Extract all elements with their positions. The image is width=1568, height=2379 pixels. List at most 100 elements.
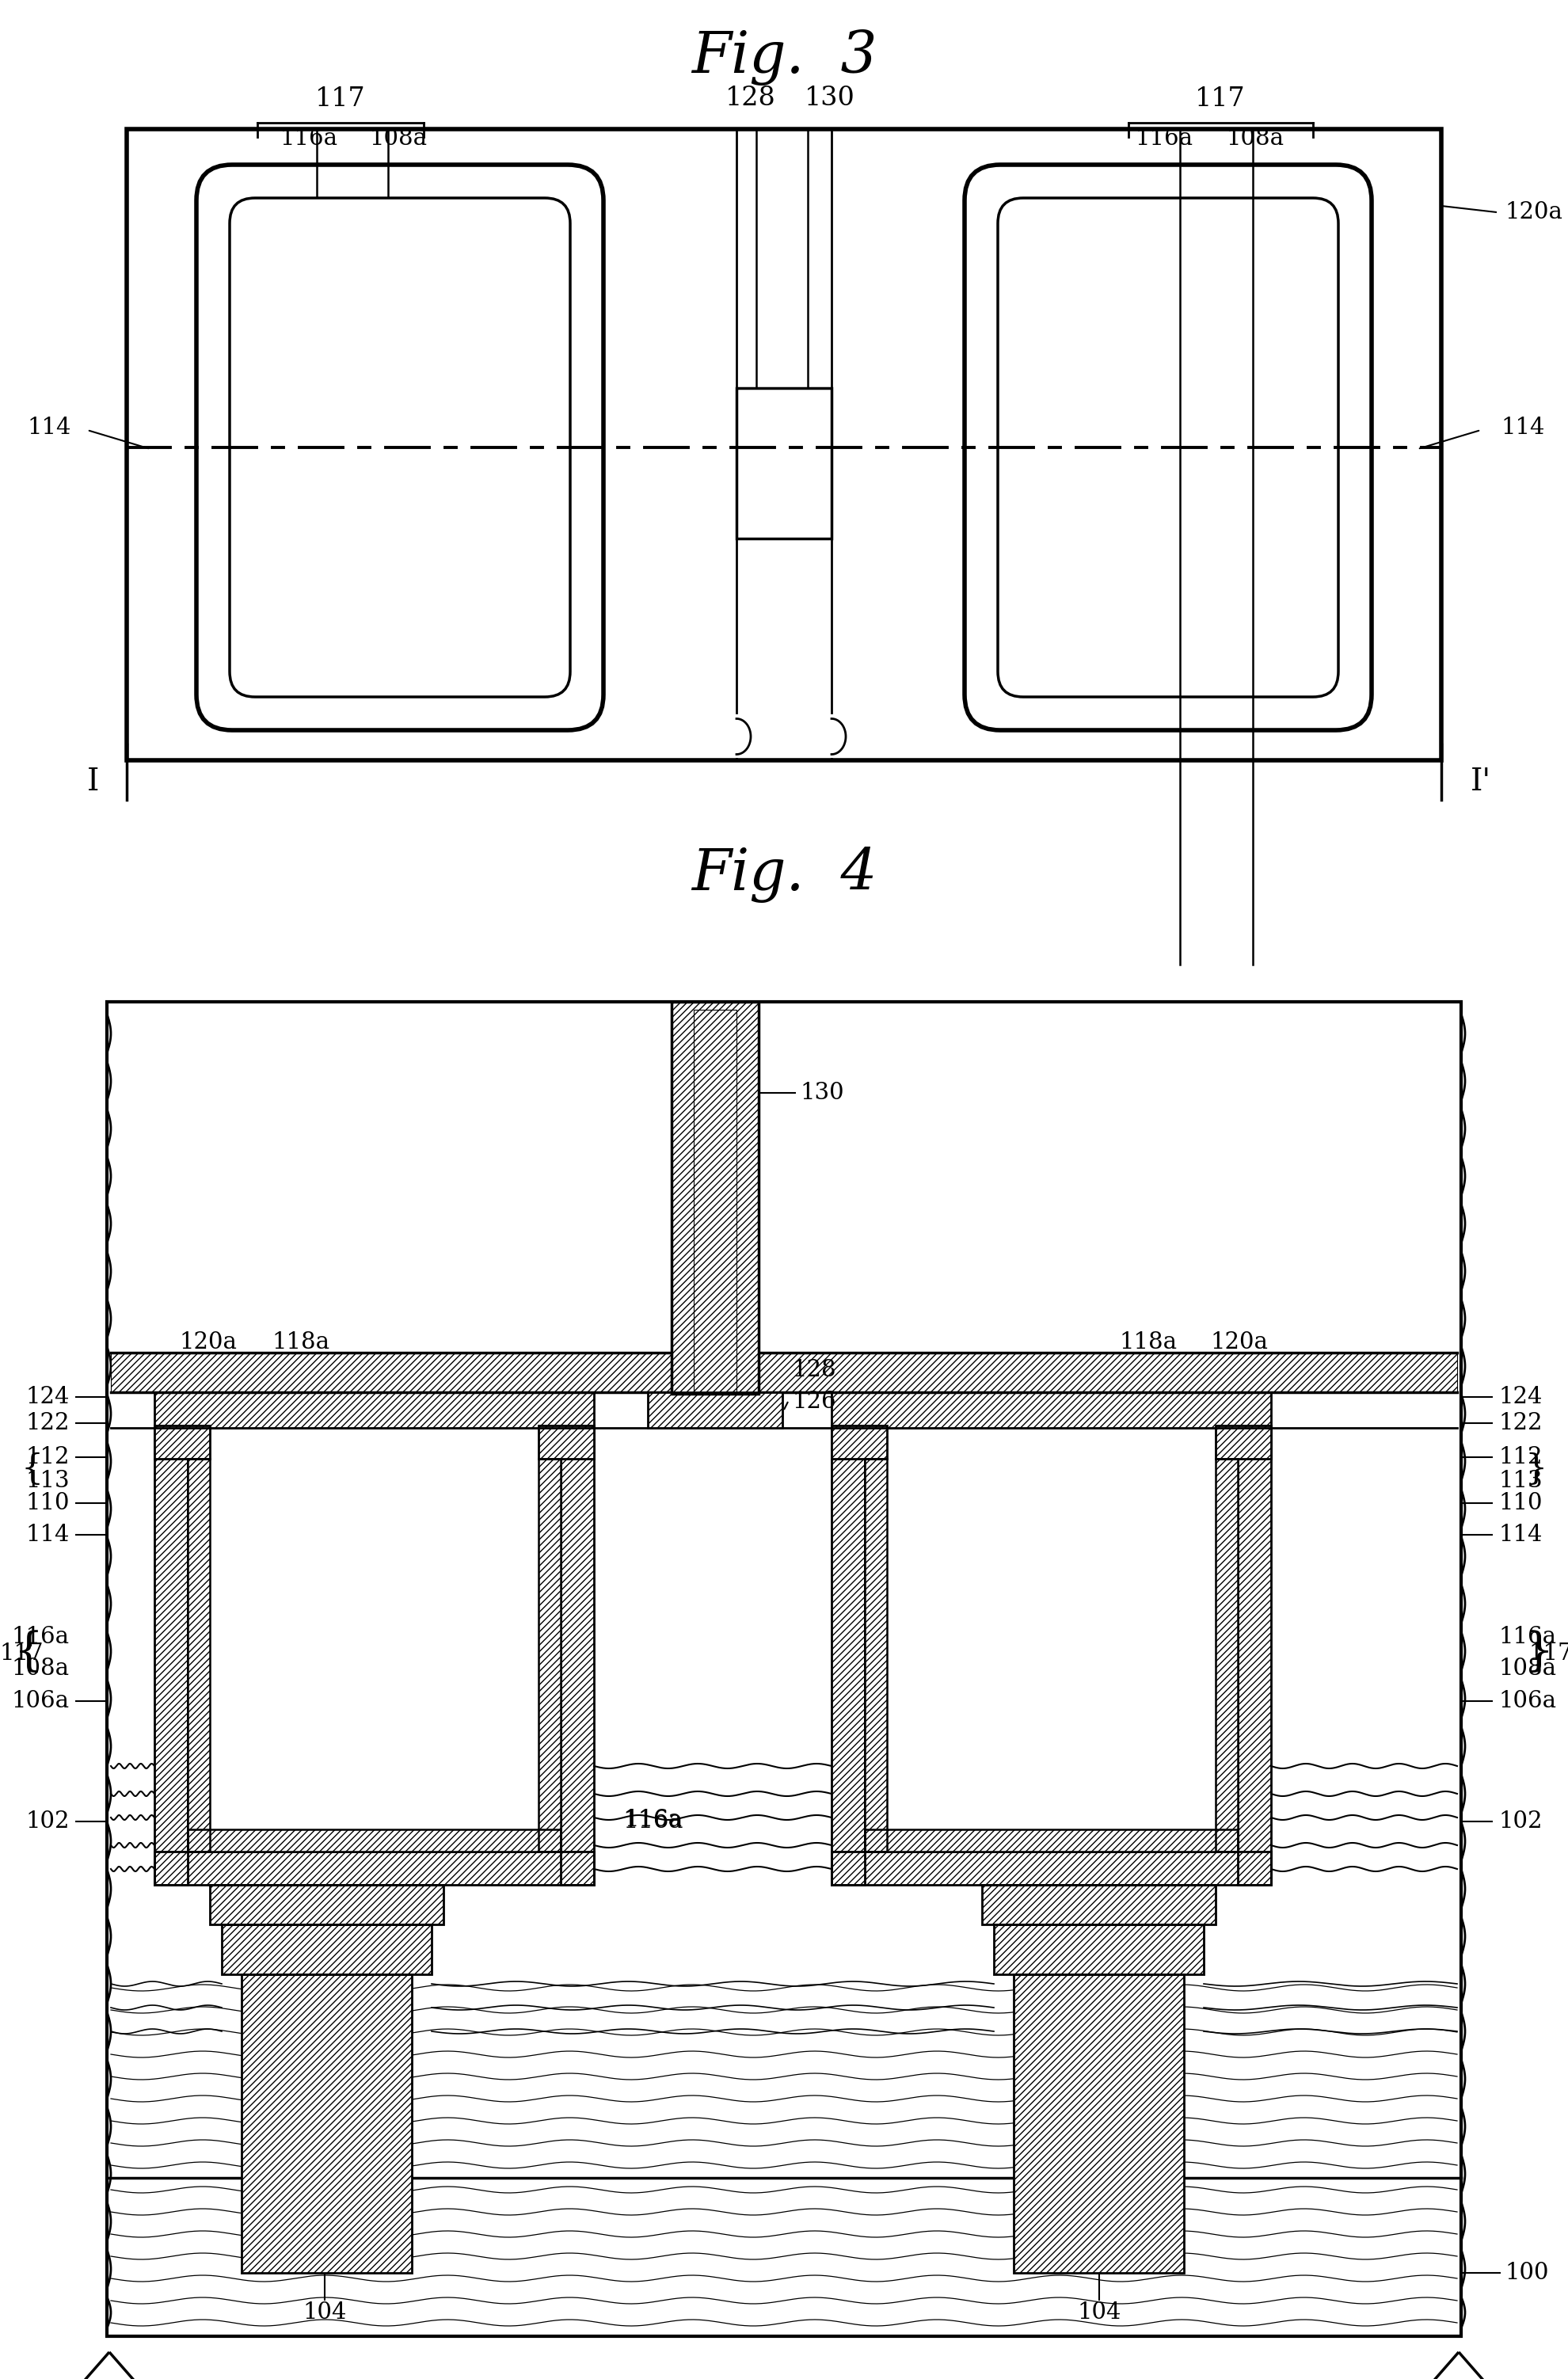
Text: {: { (22, 1451, 44, 1487)
FancyBboxPatch shape (964, 164, 1372, 730)
Text: 116a: 116a (1135, 128, 1193, 150)
Bar (982, 1884, 1215, 1925)
Bar (648, 1392, 782, 1427)
Bar (831, 1425, 866, 1884)
Text: 110: 110 (25, 1492, 69, 1513)
Text: }: } (1524, 1451, 1548, 1487)
Bar (561, 1425, 594, 1884)
Text: 104: 104 (1077, 2300, 1121, 2324)
Bar (994, 1925, 1204, 1975)
Text: 116a: 116a (624, 1808, 682, 1832)
Bar (671, 1002, 759, 1394)
Bar (538, 1425, 594, 1458)
Text: I: I (88, 768, 99, 797)
Text: 122: 122 (1499, 1413, 1543, 1435)
Text: 114: 114 (25, 1523, 69, 1546)
Bar (210, 1884, 444, 1925)
Bar (693, 1009, 737, 1394)
Text: 104: 104 (303, 2300, 347, 2324)
Text: Fig.  3: Fig. 3 (691, 29, 877, 86)
Bar (561, 1425, 594, 1884)
Text: 117: 117 (0, 1642, 44, 1665)
Bar (648, 1392, 782, 1427)
Bar (1237, 1425, 1272, 1884)
Bar (1215, 1458, 1237, 1851)
Text: 102: 102 (1499, 1810, 1543, 1832)
Text: 117: 117 (1195, 86, 1245, 112)
Text: 118a: 118a (1120, 1332, 1178, 1354)
Text: 114: 114 (1499, 1523, 1543, 1546)
Bar (188, 1829, 561, 1851)
Bar (111, 1354, 1457, 1392)
Bar (188, 1458, 210, 1851)
Bar (154, 1851, 594, 1884)
Bar (887, 1458, 1215, 1829)
Bar (1237, 1425, 1272, 1884)
Text: 126: 126 (792, 1392, 836, 1413)
Text: 112: 112 (1499, 1446, 1543, 1468)
Bar (831, 1392, 1272, 1427)
Bar (188, 1458, 210, 1851)
Bar (866, 1829, 1237, 1851)
Bar (154, 1425, 188, 1884)
Bar (241, 1975, 412, 2272)
Bar (982, 1884, 1215, 1925)
Text: 108a: 108a (13, 1658, 69, 1680)
Bar (241, 1975, 412, 2272)
Text: 118a: 118a (271, 1332, 329, 1354)
Bar (1215, 1425, 1272, 1458)
Text: {: { (14, 1630, 44, 1675)
Bar (831, 1851, 1272, 1884)
Text: 108a: 108a (1226, 128, 1284, 150)
Bar (221, 1925, 431, 1975)
FancyBboxPatch shape (229, 197, 571, 697)
Bar (154, 1851, 594, 1884)
Text: Fig.  4: Fig. 4 (691, 847, 877, 904)
Text: 106a: 106a (1499, 1689, 1555, 1713)
Bar (538, 1458, 561, 1851)
Bar (1215, 1458, 1237, 1851)
Bar (154, 1425, 210, 1458)
Text: 113: 113 (1499, 1470, 1543, 1492)
Bar (737, 388, 831, 538)
Text: 128: 128 (792, 1358, 836, 1382)
Text: 114: 114 (27, 416, 71, 438)
Bar (831, 1425, 887, 1458)
Text: 102: 102 (25, 1810, 69, 1832)
Text: 124: 124 (25, 1387, 69, 1408)
Text: 114: 114 (1501, 416, 1544, 438)
Bar (154, 1392, 594, 1427)
Text: 130: 130 (800, 1082, 844, 1104)
Text: 110: 110 (1499, 1492, 1543, 1513)
Bar (154, 1425, 188, 1884)
Bar (831, 1851, 1272, 1884)
Text: 117: 117 (1529, 1642, 1568, 1665)
Text: 116a: 116a (1499, 1625, 1555, 1649)
Bar (866, 1829, 1237, 1851)
Text: I': I' (1471, 768, 1491, 797)
Text: 116a: 116a (13, 1625, 69, 1649)
Text: 100: 100 (1505, 2262, 1549, 2284)
Bar (671, 1002, 759, 1394)
Bar (127, 128, 1441, 761)
Bar (210, 1884, 444, 1925)
Bar (107, 1002, 1461, 2336)
Text: 124: 124 (1499, 1387, 1543, 1408)
Text: 117: 117 (315, 86, 365, 112)
Bar (866, 1458, 887, 1851)
FancyBboxPatch shape (196, 164, 604, 730)
Bar (831, 1425, 866, 1884)
Bar (1013, 1975, 1184, 2272)
Text: 108a: 108a (370, 128, 428, 150)
Bar (994, 1925, 1204, 1975)
Bar (1215, 1425, 1272, 1458)
Text: 108a: 108a (1499, 1658, 1555, 1680)
Bar (866, 1458, 887, 1851)
Bar (154, 1425, 210, 1458)
Text: 128: 128 (726, 86, 776, 112)
Bar (188, 1829, 561, 1851)
FancyBboxPatch shape (997, 197, 1339, 697)
Bar (154, 1392, 594, 1427)
Text: }: } (1524, 1630, 1554, 1675)
Text: 113: 113 (25, 1470, 69, 1492)
